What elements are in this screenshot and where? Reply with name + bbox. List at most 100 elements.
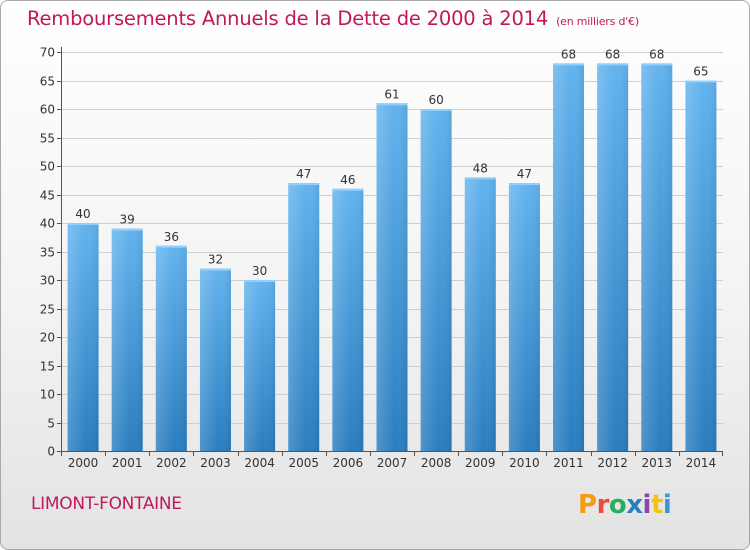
y-tick-label: 10 — [40, 388, 55, 402]
bar-cap — [553, 63, 585, 66]
proxiti-logo: Proxiti — [578, 490, 672, 520]
y-tick-label: 30 — [40, 274, 55, 288]
bar-cap — [464, 177, 496, 180]
logo-letter: o — [608, 490, 627, 520]
bar-2005: 47 — [288, 167, 320, 451]
logo-letter: r — [596, 490, 610, 520]
x-tick-label: 2001 — [112, 456, 143, 470]
y-tick-label: 0 — [47, 445, 55, 459]
data-label: 68 — [561, 47, 576, 61]
x-tick-label: 2004 — [244, 456, 275, 470]
y-tick-label: 65 — [40, 75, 55, 89]
bar-shade — [597, 63, 629, 452]
bar-2002: 36 — [155, 230, 187, 451]
axes: 0 5 10 15 20 25 30 35 40 45 50 55 60 65 70 2000 2001 2002… — [40, 46, 723, 470]
y-tick-label: 20 — [40, 331, 55, 345]
data-label: 68 — [605, 47, 620, 61]
bar-2008: 60 — [420, 93, 452, 451]
x-tick-label: 2012 — [597, 456, 628, 470]
data-label: 32 — [208, 253, 223, 267]
commune-name: LIMONT-FONTAINE — [31, 494, 182, 514]
data-label: 30 — [252, 264, 267, 278]
bar-2013: 68 — [641, 47, 673, 452]
data-label: 48 — [473, 161, 488, 175]
bar-cap — [67, 223, 99, 225]
bar-shade — [464, 177, 496, 451]
bar-cap — [288, 183, 320, 186]
data-label: 60 — [428, 93, 443, 107]
bar-cap — [111, 228, 143, 231]
x-tick-label: 2014 — [686, 456, 717, 470]
bar-cap — [155, 245, 187, 248]
bar-shade — [553, 63, 585, 452]
title-text: Remboursements Annuels de la Dette de 20… — [27, 7, 549, 30]
data-label: 36 — [164, 230, 179, 244]
bar-shade — [420, 109, 452, 451]
y-tick-label: 60 — [40, 103, 55, 117]
bar-cap — [332, 188, 364, 191]
bar-2009: 48 — [464, 161, 496, 451]
bar-2006: 46 — [332, 173, 364, 452]
bar-2011: 68 — [553, 47, 585, 452]
bar-cap — [597, 63, 629, 66]
logo-letter: P — [578, 490, 597, 520]
y-tick-label: 70 — [40, 46, 55, 60]
y-tick-label: 5 — [47, 417, 55, 431]
logo-letter: t — [650, 490, 663, 520]
bar-shade — [155, 245, 187, 451]
bar-shade — [685, 80, 717, 451]
bar-2001: 39 — [111, 213, 143, 451]
x-tick-label: 2003 — [200, 456, 231, 470]
logo-letter: x — [626, 490, 643, 520]
x-tick-label: 2010 — [509, 456, 540, 470]
y-tick-label: 40 — [40, 217, 55, 231]
chart-title: Remboursements Annuels de la Dette de 20… — [27, 7, 639, 30]
bar-shade — [111, 228, 143, 451]
bar-shade — [199, 268, 231, 451]
y-tick-label: 35 — [40, 246, 55, 260]
x-tick-label: 2013 — [642, 456, 673, 470]
y-tick-label: 55 — [40, 132, 55, 146]
x-tick-label: 2011 — [553, 456, 584, 470]
data-label: 47 — [517, 167, 532, 181]
x-tick-label: 2007 — [377, 456, 408, 470]
y-tick-label: 50 — [40, 160, 55, 174]
bar-shade — [288, 183, 320, 451]
bar-2012: 68 — [597, 47, 629, 452]
bar-2010: 47 — [508, 167, 540, 451]
x-tick-label: 2009 — [465, 456, 496, 470]
bar-2004: 30 — [244, 264, 276, 451]
logo-letter: i — [642, 490, 652, 520]
bar-cap — [420, 109, 452, 111]
bar-shade — [641, 63, 673, 452]
y-tick-label: 45 — [40, 189, 55, 203]
data-label: 47 — [296, 167, 311, 181]
y-tick-label: 25 — [40, 303, 55, 317]
x-tick-label: 2002 — [156, 456, 187, 470]
data-label: 68 — [649, 47, 664, 61]
bar-cap — [199, 268, 231, 271]
bar-shade — [508, 183, 540, 451]
x-tick-label: 2008 — [421, 456, 452, 470]
x-tick-label: 2006 — [333, 456, 364, 470]
unit-label: (en milliers d'€) — [556, 15, 639, 28]
bar-cap — [641, 63, 673, 66]
data-label: 39 — [120, 213, 135, 227]
data-label: 40 — [75, 207, 90, 221]
logo-letter: i — [662, 490, 672, 520]
y-tick-label: 15 — [40, 360, 55, 374]
bar-cap — [376, 103, 408, 106]
bar-2000: 40 — [67, 207, 99, 451]
bar-shade — [244, 280, 276, 451]
bar-2003: 32 — [199, 253, 231, 451]
data-label: 61 — [384, 87, 399, 101]
bar-2007: 61 — [376, 87, 408, 452]
data-label: 46 — [340, 173, 355, 187]
bar-2014: 65 — [685, 65, 717, 451]
bars: 40 39 36 32 30 47 46 61 60 48 47 68 68 68 65 — [67, 47, 717, 452]
bar-shade — [332, 188, 364, 452]
x-tick-label: 2000 — [68, 456, 99, 470]
bar-cap — [244, 280, 276, 282]
